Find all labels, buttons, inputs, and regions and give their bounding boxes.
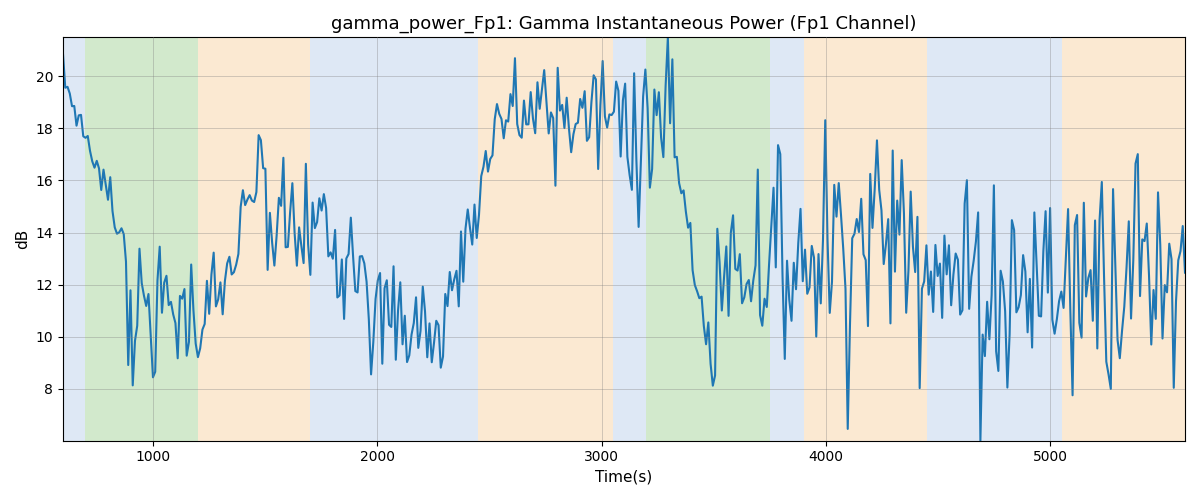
Bar bbox=[85, 38, 198, 440]
Bar bbox=[198, 38, 310, 440]
Bar bbox=[478, 38, 613, 440]
Y-axis label: dB: dB bbox=[16, 229, 30, 249]
Bar bbox=[355, 38, 478, 440]
Bar bbox=[770, 38, 804, 440]
Bar bbox=[926, 38, 1039, 440]
Bar bbox=[1062, 38, 1186, 440]
Title: gamma_power_Fp1: Gamma Instantaneous Power (Fp1 Channel): gamma_power_Fp1: Gamma Instantaneous Pow… bbox=[331, 15, 917, 34]
Bar bbox=[1039, 38, 1062, 440]
Bar bbox=[804, 38, 926, 440]
Bar bbox=[613, 38, 647, 440]
Bar bbox=[64, 38, 85, 440]
X-axis label: Time(s): Time(s) bbox=[595, 470, 653, 485]
Bar bbox=[310, 38, 355, 440]
Bar bbox=[647, 38, 770, 440]
